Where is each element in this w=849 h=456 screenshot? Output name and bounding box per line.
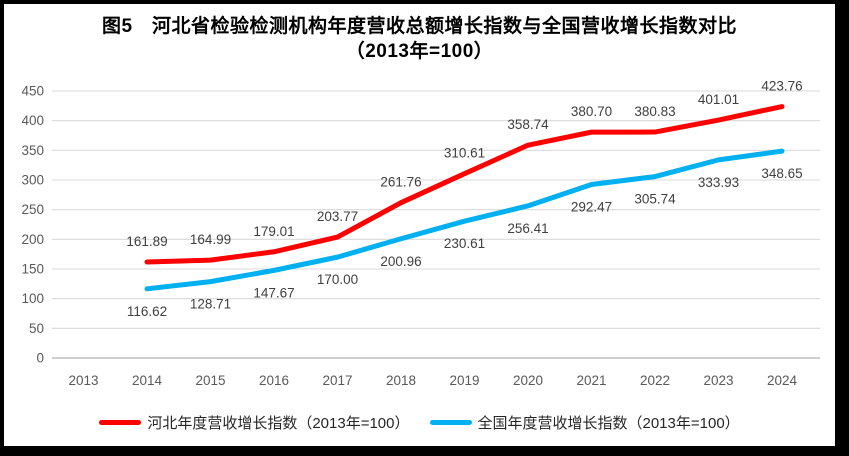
y-tick-label: 350 bbox=[21, 143, 44, 158]
data-label: 170.00 bbox=[317, 272, 358, 287]
x-tick-label: 2022 bbox=[640, 373, 670, 388]
data-label: 164.99 bbox=[190, 232, 231, 247]
chart-title: 图5 河北省检验检测机构年度营收总额增长指数与全国营收增长指数对比 （2013年… bbox=[4, 14, 835, 64]
x-tick-label: 2019 bbox=[449, 373, 479, 388]
y-tick-label: 0 bbox=[36, 351, 44, 366]
data-label: 230.61 bbox=[444, 236, 485, 251]
x-tick-label: 2014 bbox=[132, 373, 163, 388]
y-tick-label: 150 bbox=[21, 262, 44, 277]
legend-line-swatch-red bbox=[99, 419, 142, 425]
chart-plot-area: 0 50 100 150 200 250 300 350 400 450 2013 2014 2015 2… bbox=[21, 79, 820, 388]
x-tick-label: 2023 bbox=[703, 373, 733, 388]
y-tick-label: 450 bbox=[21, 84, 44, 99]
x-tick-label: 2024 bbox=[767, 373, 798, 388]
x-tick-label: 2016 bbox=[259, 373, 289, 388]
data-label: 333.93 bbox=[698, 175, 739, 190]
data-label: 256.41 bbox=[507, 221, 548, 236]
y-tick-label: 100 bbox=[21, 291, 44, 306]
x-tick-label: 2015 bbox=[195, 373, 225, 388]
legend-item-hebei: 河北年度营收增长指数（2013年=100） bbox=[99, 412, 410, 433]
data-label: 292.47 bbox=[571, 199, 612, 214]
data-label: 147.67 bbox=[253, 285, 294, 300]
data-label: 116.62 bbox=[127, 304, 167, 319]
y-tick-label: 250 bbox=[21, 202, 44, 217]
data-label: 161.89 bbox=[126, 234, 167, 249]
legend-line-swatch-blue bbox=[429, 419, 472, 425]
y-tick-label: 300 bbox=[21, 173, 44, 188]
data-label: 380.83 bbox=[634, 104, 675, 119]
y-tick-label: 400 bbox=[21, 113, 44, 128]
legend-label-national: 全国年度营收增长指数（2013年=100） bbox=[477, 414, 740, 432]
data-label: 348.65 bbox=[761, 166, 802, 181]
x-tick-label: 2013 bbox=[68, 373, 98, 388]
data-label: 128.71 bbox=[190, 297, 231, 312]
data-label: 380.70 bbox=[571, 104, 612, 119]
y-tick-label: 200 bbox=[21, 232, 44, 247]
data-label: 200.96 bbox=[380, 254, 421, 269]
legend-item-national: 全国年度营收增长指数（2013年=100） bbox=[429, 412, 740, 433]
y-tick-label: 50 bbox=[29, 321, 44, 336]
data-label: 179.01 bbox=[253, 224, 294, 239]
x-tick-label: 2017 bbox=[322, 373, 352, 388]
x-tick-label: 2021 bbox=[576, 373, 606, 388]
series-line-1 bbox=[144, 148, 785, 292]
data-label: 310.61 bbox=[444, 146, 485, 161]
chart-title-line2: （2013年=100） bbox=[345, 41, 494, 62]
x-tick-label: 2018 bbox=[386, 373, 416, 388]
data-label: 203.77 bbox=[317, 209, 358, 224]
data-label: 401.01 bbox=[698, 92, 739, 107]
data-label: 305.74 bbox=[634, 192, 676, 207]
series-line-0 bbox=[144, 104, 785, 265]
x-tick-label: 2020 bbox=[513, 373, 543, 388]
chart-legend: 河北年度营收增长指数（2013年=100） 全国年度营收增长指数（2013年=1… bbox=[4, 407, 835, 437]
data-label: 358.74 bbox=[507, 117, 549, 132]
data-label: 423.76 bbox=[761, 79, 802, 94]
data-label: 261.76 bbox=[380, 175, 421, 190]
legend-label-hebei: 河北年度营收增长指数（2013年=100） bbox=[147, 414, 410, 432]
chart-title-line1: 图5 河北省检验检测机构年度营收总额增长指数与全国营收增长指数对比 bbox=[101, 16, 738, 37]
